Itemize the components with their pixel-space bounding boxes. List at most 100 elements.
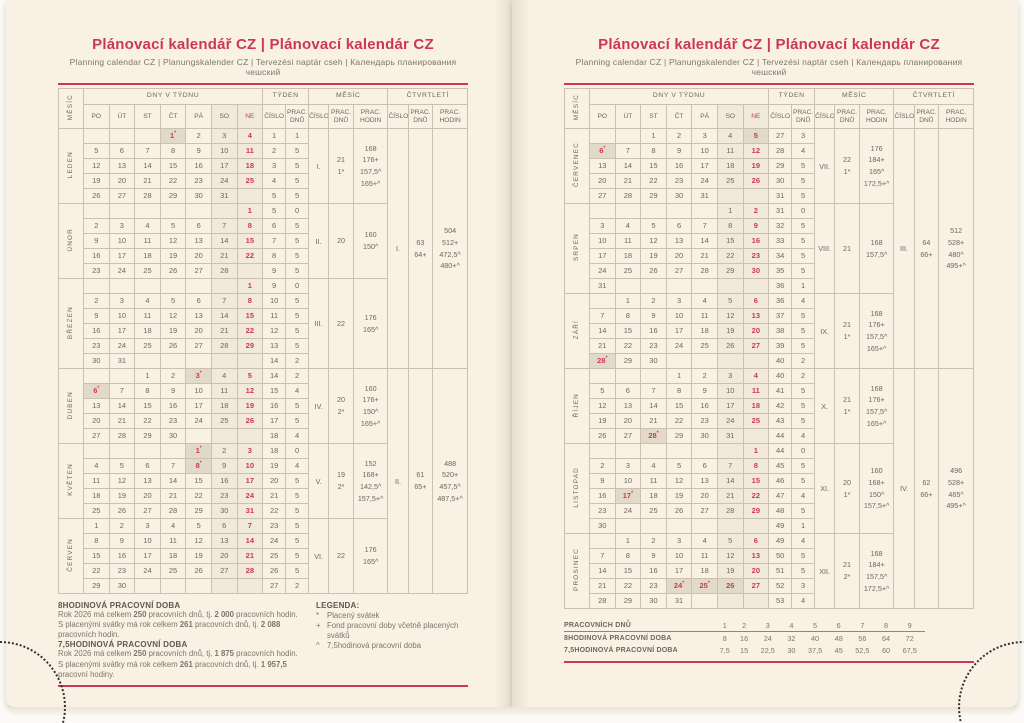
day-number: 25 <box>726 176 735 186</box>
stat-header: PRAC. HODIN <box>432 104 468 129</box>
day-cell: 3 <box>108 293 136 309</box>
left-page: Plánovací kalendář CZ | Plánovací kalend… <box>6 0 512 707</box>
day-number: 13 <box>220 536 229 546</box>
month-hours-value: 165+^ <box>360 178 381 188</box>
day-number: 14 <box>649 401 658 411</box>
day-number: 5 <box>753 131 758 141</box>
day-number: 4 <box>145 221 150 231</box>
day-number: 20 <box>194 326 203 336</box>
day-cell <box>134 578 161 594</box>
week-workdays-cell: 5 <box>285 518 310 534</box>
day-cell: 10 <box>108 233 136 249</box>
day-number: 10 <box>117 311 127 321</box>
day-cell: 22 <box>82 563 110 579</box>
mini-table-value: 24 <box>763 633 772 643</box>
month-workdays-cell: 19 2* <box>328 443 354 519</box>
month-workdays-value: 1* <box>843 332 851 341</box>
day-cell: 24 <box>108 263 136 279</box>
day-number: 30 <box>92 356 101 366</box>
day-number: 24 <box>117 341 127 351</box>
month-hours-value: 157,5^ <box>359 167 382 176</box>
day-number: 19 <box>92 176 101 186</box>
day-cell: 12 <box>588 398 616 414</box>
week-number-cell: 20 <box>262 473 287 489</box>
day-cell <box>134 443 161 459</box>
week-row: PROSINEC 1 2 3 4 5 6 49 4 XII. 21 2* 168 184+ 157,5^ 17… <box>564 533 974 609</box>
day-cell <box>185 203 212 219</box>
quarter-workdays-value: 64 <box>922 237 931 247</box>
day-number: 8 <box>195 461 200 471</box>
day-number: 9 <box>702 386 707 396</box>
day-cell: 23 <box>640 338 667 354</box>
week-workdays-cell: 5 <box>285 143 310 159</box>
day-number: 19 <box>751 161 761 171</box>
day-number: 30 <box>674 191 684 201</box>
day-number: 11 <box>220 386 229 396</box>
day-cell: 15 <box>742 473 770 489</box>
day-cell: 2 <box>640 293 667 309</box>
stat-header: PRAC. DNŮ <box>407 104 434 129</box>
day-number: 5 <box>651 221 656 231</box>
day-number: 1 <box>753 446 758 456</box>
day-cell: 20 <box>742 563 770 579</box>
day-cell: 24 <box>108 338 136 354</box>
day-number: 12 <box>726 311 735 321</box>
day-cell: 19 <box>716 563 744 579</box>
day-cell: 23 <box>185 173 212 189</box>
day-number: 12 <box>598 401 607 411</box>
day-cell: 3 <box>108 218 136 234</box>
month-hours-value: 152 <box>364 458 377 468</box>
day-number: 30 <box>168 431 178 441</box>
month-workdays-value: 1* <box>337 167 345 176</box>
day-number: 23 <box>194 176 203 186</box>
day-number: 7 <box>600 311 605 321</box>
week-row: 4 5 6 7 8* 9 10 19 4 <box>59 458 468 474</box>
day-header: PÁ <box>185 104 212 129</box>
day-number: 5 <box>600 386 605 396</box>
day-cell: 29 <box>665 428 693 444</box>
quarter-hours-value: 480^ <box>948 249 964 259</box>
day-number: 27 <box>92 431 101 441</box>
day-number: 7 <box>625 146 630 156</box>
month-workdays-value: 21 <box>843 243 852 253</box>
month-workdays-value: 22 <box>843 155 852 165</box>
day-cell: 27 <box>185 338 212 354</box>
day-number: 2 <box>119 521 124 531</box>
day-cell: 5 <box>108 458 136 474</box>
week-number-cell: 47 <box>768 488 793 504</box>
day-cell: 4 <box>691 293 718 309</box>
day-cell: 4 <box>614 218 642 234</box>
day-number: 4 <box>145 296 150 306</box>
week-row: KVĚTEN 1* 2 3 18 0 V. 19 2* 152 168+ 142,5^ 157,5+^ <box>58 443 468 519</box>
month-workdays-value: 1* <box>843 489 851 499</box>
text-segment: pracovní hodiny. <box>58 669 115 679</box>
stat-header: ČÍSLO <box>387 104 409 129</box>
day-header: SO <box>210 104 238 129</box>
mini-table-value: 5 <box>800 619 831 632</box>
day-cell: 17 <box>665 323 693 339</box>
day-number: 6 <box>753 536 758 546</box>
day-cell: 11 <box>134 233 161 249</box>
week-row: 3 4 5 6 7 8 9 32 5 <box>565 218 974 234</box>
day-cell: 27 <box>742 578 770 594</box>
day-number: 15 <box>674 401 684 411</box>
day-cell: 10 <box>691 143 718 159</box>
day-number: 11 <box>245 146 254 156</box>
week-number-cell: 19 <box>262 458 287 474</box>
week-row: ČERVEN 1 2 3 4 5 6 7 23 5 VI. 22 176 165^ <box>58 518 468 594</box>
day-number: 6 <box>196 296 201 306</box>
week-workdays-cell: 0 <box>791 443 816 459</box>
day-cell: 30 <box>185 188 212 204</box>
day-number: 24 <box>194 416 203 426</box>
mini-table-label: 8HODINOVÁ PRACOVNÍ DOBA <box>564 634 672 642</box>
day-cell: 11 <box>614 233 642 249</box>
day-number: 6 <box>625 386 630 396</box>
day-cell: 13 <box>665 233 693 249</box>
day-number: 24 <box>700 176 709 186</box>
week-group-header: TÝDEN <box>262 88 310 105</box>
day-number: 19 <box>245 401 255 411</box>
day-cell: 22 <box>665 413 693 429</box>
month-workdays-value: 1* <box>843 407 851 416</box>
quarter-workdays-cell: 63 64+ <box>407 128 434 369</box>
